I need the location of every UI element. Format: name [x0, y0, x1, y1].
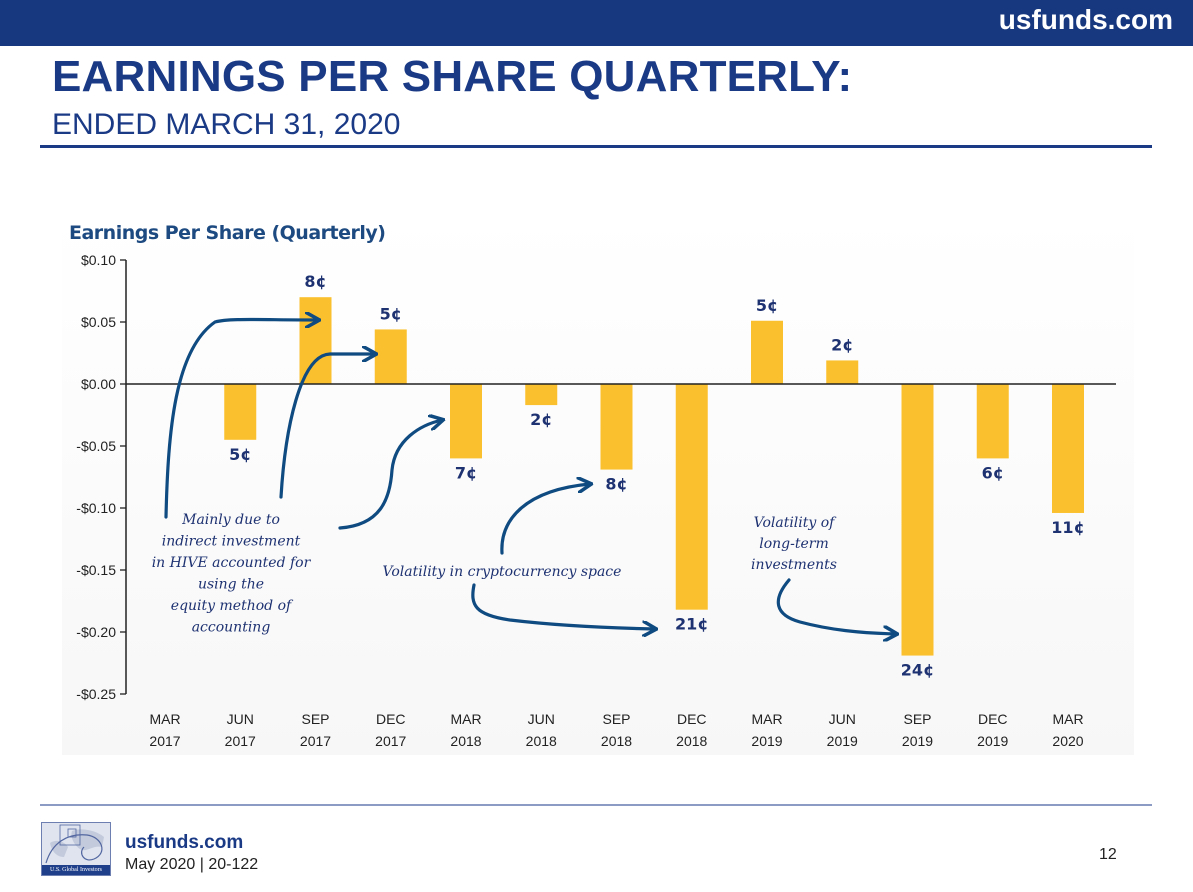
data-label: 8¢ — [605, 475, 627, 494]
x-tick-label-month: DEC — [677, 711, 707, 727]
y-tick-label: -$0.20 — [76, 624, 116, 640]
x-tick-label-month: JUN — [528, 711, 555, 727]
y-tick-label: -$0.05 — [76, 438, 116, 454]
data-label: 21¢ — [675, 615, 708, 634]
bar — [450, 384, 482, 459]
header-site-link[interactable]: usfunds.com — [998, 4, 1173, 35]
bar — [224, 384, 257, 440]
bar — [600, 384, 633, 470]
y-tick-label: $0.00 — [81, 376, 116, 392]
data-label: 2¢ — [831, 335, 853, 354]
x-tick-label-month: MAR — [450, 711, 481, 727]
annotation-longterm-text: Volatility of long-term investments — [751, 515, 837, 573]
bar — [1052, 384, 1084, 513]
x-tick-label-month: DEC — [376, 711, 406, 727]
x-tick-label-year: 2019 — [751, 733, 782, 749]
bar — [675, 384, 708, 610]
data-label: 5¢ — [229, 445, 251, 464]
y-tick-label: $0.10 — [81, 252, 116, 268]
x-tick-label-month: SEP — [903, 711, 931, 727]
footer-site-link[interactable]: usfunds.com — [125, 832, 244, 853]
x-tick-label-year: 2018 — [601, 733, 632, 749]
title-divider — [40, 145, 1152, 148]
x-tick-label-year: 2019 — [902, 733, 933, 749]
bar — [299, 297, 332, 384]
x-tick-label-month: JUN — [829, 711, 856, 727]
data-label: 7¢ — [455, 463, 477, 482]
data-label: 5¢ — [380, 304, 402, 323]
chart-title: Earnings Per Share (Quarterly) — [69, 222, 386, 244]
x-tick-label-year: 2018 — [526, 733, 557, 749]
x-tick-label-month: MAR — [1052, 711, 1083, 727]
data-label: 6¢ — [982, 463, 1004, 482]
x-tick-label-year: 2019 — [977, 733, 1008, 749]
annotation-line: Mainly due to — [181, 512, 280, 528]
annotation-arrow-longterm-sep2019 — [776, 578, 896, 634]
x-tick-label-month: SEP — [301, 711, 329, 727]
y-tick-label: -$0.15 — [76, 562, 116, 578]
bar — [826, 360, 859, 384]
annotation-hive-text: Mainly due to indirect investment in HIVE … — [152, 512, 312, 636]
data-label: 8¢ — [304, 272, 326, 291]
annotation-crypto-text: Volatility in cryptocurrency space — [383, 564, 622, 580]
annotation-line: equity method of — [171, 598, 294, 614]
page-number: 12 — [1099, 846, 1117, 863]
annotation-line: Volatility of — [754, 515, 838, 531]
annotation-line: Volatility in cryptocurrency space — [383, 564, 622, 580]
annotation-line: long-term — [759, 536, 829, 552]
x-tick-label-month: JUN — [227, 711, 254, 727]
annotation-arrow-hive-mar2018 — [338, 420, 442, 530]
x-tick-label-year: 2017 — [225, 733, 256, 749]
x-tick-label-year: 2017 — [149, 733, 180, 749]
x-tick-label-year: 2020 — [1052, 733, 1083, 749]
annotation-arrow-hive-dec2017 — [279, 354, 375, 499]
data-label: 11¢ — [1051, 518, 1084, 537]
header-bar: usfunds.com — [0, 0, 1193, 46]
y-tick-label: -$0.10 — [76, 500, 116, 516]
golden-spiral-globe-icon — [42, 823, 110, 865]
footer-date-code: May 2020 | 20-122 — [125, 856, 259, 873]
x-tick-label-month: SEP — [602, 711, 630, 727]
data-label: 5¢ — [756, 296, 778, 315]
x-tick-label-month: MAR — [149, 711, 180, 727]
y-tick-label: $0.05 — [81, 314, 116, 330]
annotation-line: indirect investment — [162, 534, 301, 550]
annotation-line: accounting — [192, 620, 271, 636]
bar — [751, 320, 783, 384]
bar — [901, 384, 934, 656]
x-tick-label-month: DEC — [978, 711, 1008, 727]
annotation-arrow-hive-sep2017 — [164, 320, 318, 519]
annotation-line: using the — [198, 577, 264, 593]
x-tick-label-year: 2017 — [300, 733, 331, 749]
x-tick-label-year: 2019 — [827, 733, 858, 749]
data-label: 24¢ — [901, 661, 934, 680]
bar — [525, 384, 558, 406]
y-tick-label: -$0.25 — [76, 686, 116, 702]
annotation-line: in HIVE accounted for — [152, 555, 312, 571]
bar — [976, 384, 1009, 459]
x-tick-label-year: 2017 — [375, 733, 406, 749]
data-label: 2¢ — [530, 410, 552, 429]
company-logo: U.S. Global Investors — [41, 822, 111, 876]
annotation-arrow-crypto-dec2018 — [471, 583, 655, 629]
page-title: EARNINGS PER SHARE QUARTERLY: — [52, 52, 853, 101]
x-tick-label-year: 2018 — [676, 733, 707, 749]
chart-background — [62, 215, 1134, 755]
logo-text: U.S. Global Investors — [42, 865, 110, 875]
footer-divider — [40, 804, 1152, 806]
annotation-arrow-crypto-sep2018 — [500, 484, 590, 555]
page-subtitle: ENDED MARCH 31, 2020 — [52, 108, 401, 141]
x-tick-label-month: MAR — [751, 711, 782, 727]
annotation-line: investments — [751, 557, 837, 573]
x-tick-label-year: 2018 — [450, 733, 481, 749]
bar — [374, 329, 407, 384]
